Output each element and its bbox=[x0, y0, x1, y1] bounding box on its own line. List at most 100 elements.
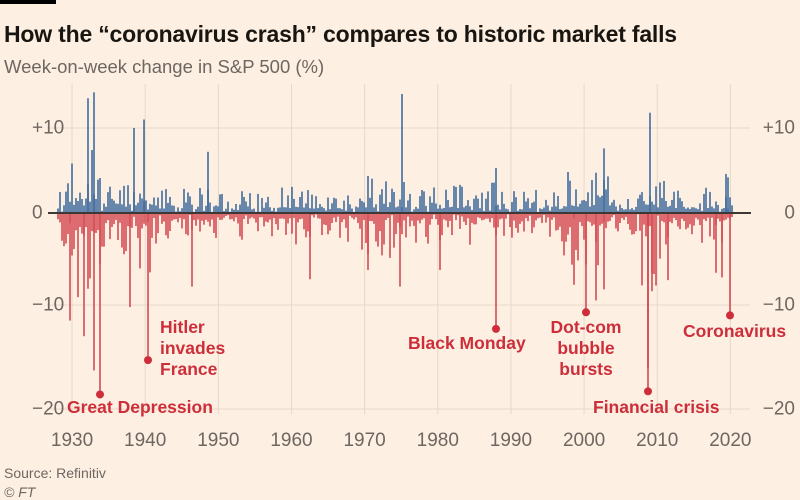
bar-positive bbox=[487, 191, 489, 213]
bar-positive bbox=[149, 203, 151, 213]
bar-negative bbox=[147, 213, 149, 361]
bar-negative bbox=[471, 213, 473, 223]
bar-negative bbox=[247, 213, 249, 224]
bar-positive bbox=[209, 202, 211, 213]
bar-negative bbox=[465, 213, 467, 225]
bar-negative bbox=[513, 213, 515, 221]
bar-positive bbox=[245, 201, 247, 213]
bar-positive bbox=[571, 205, 573, 213]
bar-negative bbox=[419, 213, 421, 224]
bar-positive bbox=[683, 206, 685, 213]
bar-negative bbox=[551, 213, 553, 220]
bar-negative bbox=[563, 213, 565, 256]
bar-positive bbox=[609, 205, 611, 213]
bar-negative bbox=[577, 213, 579, 261]
bar-negative bbox=[705, 213, 707, 222]
bar-positive bbox=[403, 182, 405, 213]
bar-positive bbox=[519, 209, 521, 213]
bar-negative bbox=[715, 213, 717, 273]
bar-negative bbox=[285, 213, 287, 235]
bar-negative bbox=[201, 213, 203, 221]
bar-negative bbox=[179, 213, 181, 218]
bar-positive bbox=[715, 201, 717, 213]
bar-negative bbox=[537, 213, 539, 219]
bar-negative bbox=[673, 213, 675, 218]
bar-positive bbox=[213, 206, 215, 213]
bar-positive bbox=[481, 192, 483, 213]
bar-positive bbox=[269, 207, 271, 213]
bar-negative bbox=[437, 213, 439, 225]
bar-negative bbox=[167, 213, 169, 239]
bar-negative bbox=[591, 213, 593, 226]
bar-negative bbox=[331, 213, 333, 224]
bar-positive bbox=[173, 205, 175, 213]
bar-positive bbox=[655, 186, 657, 213]
bar-negative bbox=[545, 213, 547, 223]
bar-positive bbox=[107, 192, 109, 213]
bar-negative bbox=[595, 213, 597, 301]
bar-positive bbox=[119, 190, 121, 213]
bar-negative bbox=[197, 213, 199, 220]
bar-negative bbox=[65, 213, 67, 244]
bar-positive bbox=[339, 208, 341, 213]
bar-positive bbox=[125, 206, 127, 213]
bar-positive bbox=[239, 204, 241, 213]
bar-negative bbox=[293, 213, 295, 218]
bar-positive bbox=[121, 204, 123, 213]
bar-negative bbox=[689, 213, 691, 225]
bar-positive bbox=[649, 112, 651, 213]
bar-positive bbox=[501, 191, 503, 213]
bar-positive bbox=[247, 206, 249, 213]
bar-positive bbox=[475, 195, 477, 213]
bar-negative bbox=[173, 213, 175, 220]
bar-negative bbox=[661, 213, 663, 221]
bar-negative bbox=[447, 213, 449, 228]
bar-positive bbox=[463, 207, 465, 213]
bar-negative bbox=[631, 213, 633, 235]
bar-positive bbox=[559, 209, 561, 213]
bar-negative bbox=[203, 213, 205, 225]
bar-positive bbox=[105, 206, 107, 213]
bar-positive bbox=[583, 199, 585, 213]
bar-negative bbox=[439, 213, 441, 271]
bar-positive bbox=[431, 202, 433, 213]
bar-negative bbox=[139, 213, 141, 269]
bar-negative bbox=[497, 213, 499, 228]
bar-positive bbox=[337, 208, 339, 213]
bar-negative bbox=[619, 213, 621, 224]
bar-positive bbox=[349, 204, 351, 213]
bar-negative bbox=[229, 213, 231, 220]
bar-negative bbox=[585, 213, 587, 313]
bar-negative bbox=[435, 213, 437, 220]
hitler-invades-france-dot bbox=[144, 356, 152, 365]
bar-positive bbox=[599, 197, 601, 213]
bar-positive bbox=[183, 188, 185, 213]
bar-negative bbox=[71, 213, 73, 256]
bar-positive bbox=[185, 202, 187, 213]
bar-negative bbox=[521, 213, 523, 222]
bar-positive bbox=[383, 203, 385, 213]
bar-negative bbox=[643, 213, 645, 225]
bar-negative bbox=[529, 213, 531, 216]
bar-positive bbox=[103, 203, 105, 213]
bar-positive bbox=[629, 209, 631, 213]
bar-positive bbox=[647, 204, 649, 213]
bar-positive bbox=[671, 199, 673, 213]
bar-negative bbox=[653, 213, 655, 275]
bar-negative bbox=[347, 213, 349, 242]
bar-negative bbox=[329, 213, 331, 231]
bar-negative bbox=[469, 213, 471, 245]
bar-negative bbox=[693, 213, 695, 226]
bar-negative bbox=[57, 213, 59, 220]
bar-negative bbox=[131, 213, 133, 228]
bar-negative bbox=[719, 213, 721, 222]
bar-negative bbox=[295, 213, 297, 245]
bar-negative bbox=[391, 213, 393, 216]
bar-negative bbox=[169, 213, 171, 232]
bar-positive bbox=[379, 194, 381, 213]
bar-positive bbox=[521, 209, 523, 213]
bar-negative bbox=[411, 213, 413, 221]
bar-positive bbox=[137, 202, 139, 213]
bar-positive bbox=[317, 208, 319, 213]
